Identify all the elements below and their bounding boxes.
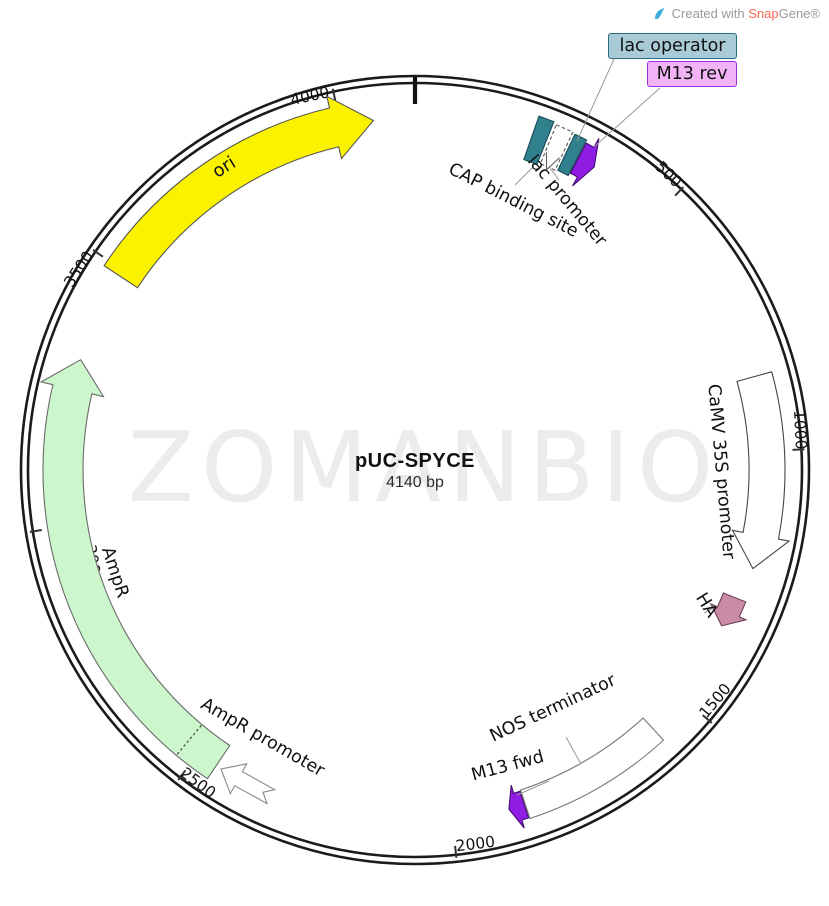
connector-line-5 <box>516 780 550 796</box>
tick-mark-3500 <box>92 249 104 258</box>
promoter-chevron-icon <box>545 152 560 171</box>
callout-lac-operator-text: lac operator <box>619 36 726 56</box>
feature-shape-ori <box>103 95 375 289</box>
connector-line-3 <box>549 167 560 181</box>
tick-label-3500: 3500 <box>60 248 97 291</box>
tick-mark-1000 <box>792 448 805 451</box>
tick-mark-1500 <box>702 714 713 724</box>
feature-shape-ampr-promoter <box>220 763 277 805</box>
plasmid-title-block: pUC-SPYCE 4140 bp <box>265 450 565 492</box>
feature-divider-ampr <box>176 725 202 755</box>
tick-label-4000: 4000 <box>289 83 331 109</box>
plasmid-name: pUC-SPYCE <box>354 450 476 472</box>
tick-mark-2500 <box>177 769 187 781</box>
snapgene-credit: Created with SnapGene® <box>652 6 820 21</box>
connector-line-1 <box>593 87 661 148</box>
tick-label-1000: 1000 <box>790 410 810 450</box>
feature-shape-lac-operator <box>557 133 588 177</box>
callout-m13-rev-text: M13 rev <box>656 64 728 84</box>
feature-shape-ampr <box>39 358 231 780</box>
feature-shape-m13-fwd <box>508 785 530 829</box>
tick-mark-4000 <box>331 88 337 101</box>
feature-shape-cap-binding-site <box>523 115 555 166</box>
callout-lac-operator: lac operator <box>608 33 737 59</box>
callout-m13-rev: M13 rev <box>647 61 737 87</box>
feature-shape-camv-35s-promoter <box>731 371 791 570</box>
snapgene-logo-icon <box>654 8 665 19</box>
feature-label-m13-fwd: M13 fwd <box>469 747 546 786</box>
tick-mark-500 <box>674 186 685 197</box>
watermark: ZOMANBIO <box>128 411 721 524</box>
tick-mark-3000 <box>29 528 42 533</box>
feature-shape-nos-terminator <box>519 717 665 820</box>
feature-shape-m13-rev <box>569 138 600 187</box>
feature-label-nos-terminator: NOS terminator <box>487 670 620 746</box>
connector-line-2 <box>514 166 534 186</box>
credit-brand-snap: Snap <box>748 6 779 21</box>
tick-label-2000: 2000 <box>455 833 496 856</box>
credit-prefix: Created with <box>671 6 749 21</box>
tick-label-500: 500 <box>652 158 686 192</box>
connector-line-6 <box>703 605 718 614</box>
credit-brand-gene: Gene® <box>778 6 820 21</box>
connector-line-0 <box>576 58 615 142</box>
connector-line-4 <box>565 736 582 765</box>
tick-mark-2000 <box>454 845 458 858</box>
plasmid-size: 4140 bp <box>386 474 444 491</box>
feature-shape-ha <box>709 592 748 627</box>
